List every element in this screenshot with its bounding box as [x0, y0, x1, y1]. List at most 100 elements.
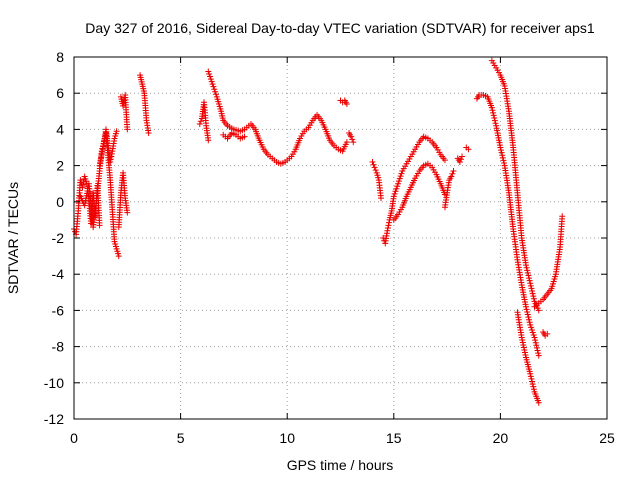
data-point — [499, 152, 506, 159]
data-point — [526, 277, 533, 284]
data-point — [524, 267, 531, 274]
x-tick-label: 15 — [386, 430, 402, 446]
data-point — [207, 76, 214, 83]
data-point — [209, 81, 216, 88]
data-point — [124, 209, 131, 216]
y-tick-label: -6 — [52, 302, 65, 318]
data-point — [99, 149, 106, 156]
data-point — [113, 128, 120, 135]
data-point — [529, 290, 536, 297]
data-point — [526, 275, 533, 282]
data-point — [535, 307, 542, 314]
data-point — [441, 157, 448, 164]
data-point — [448, 173, 455, 180]
x-tick-label: 25 — [599, 430, 615, 446]
data-point — [98, 154, 105, 161]
data-point — [465, 146, 472, 153]
data-point — [535, 399, 542, 406]
y-tick-label: 4 — [56, 121, 64, 137]
data-point — [528, 324, 535, 331]
data-point — [394, 183, 401, 190]
data-point — [371, 164, 378, 171]
data-point — [534, 347, 541, 354]
y-tick-labels: -12 -10 -8 -6 -4 -2 0 2 4 6 8 — [44, 49, 64, 427]
data-point — [107, 158, 114, 165]
data-point — [501, 160, 508, 167]
x-tick-label: 10 — [279, 430, 295, 446]
data-point — [343, 139, 350, 146]
data-point — [450, 168, 457, 175]
data-point — [526, 319, 533, 326]
data-point — [212, 88, 219, 95]
data-point — [369, 158, 376, 165]
data-point — [145, 130, 152, 137]
data-point — [535, 352, 542, 359]
data-point — [457, 156, 464, 163]
data-point — [522, 303, 529, 310]
data-point — [370, 161, 377, 168]
data-point — [96, 222, 103, 229]
data-point — [80, 181, 87, 188]
y-tick-label: 6 — [56, 85, 64, 101]
x-tick-label: 20 — [493, 430, 509, 446]
data-point — [498, 149, 505, 156]
data-point — [527, 370, 534, 377]
data-point — [533, 344, 540, 351]
data-point — [527, 321, 534, 328]
data-point — [99, 146, 106, 153]
data-point — [97, 159, 104, 166]
data-point — [523, 264, 530, 271]
data-point — [378, 195, 385, 202]
data-point — [212, 91, 219, 98]
data-point — [530, 332, 537, 339]
data-point — [490, 109, 497, 116]
data-point — [384, 225, 391, 232]
data-point — [497, 144, 504, 151]
data-point — [490, 112, 497, 119]
data-point — [499, 154, 506, 161]
data-point — [393, 185, 400, 192]
data-point — [348, 133, 355, 140]
x-axis-label: GPS time / hours — [287, 457, 394, 473]
data-point — [535, 350, 542, 357]
data-point — [205, 137, 212, 144]
data-point — [395, 180, 402, 187]
data-points — [71, 57, 566, 406]
data-point — [97, 157, 104, 164]
data-point — [98, 151, 105, 158]
data-point — [527, 280, 534, 287]
data-point — [115, 253, 122, 260]
data-point — [349, 136, 356, 143]
data-point — [524, 269, 531, 276]
data-point — [390, 193, 397, 200]
data-point — [529, 378, 536, 385]
data-point — [528, 375, 535, 382]
data-point — [392, 188, 399, 195]
data-point — [456, 158, 463, 165]
data-point — [395, 178, 402, 185]
y-tick-label: -2 — [52, 230, 65, 246]
data-point — [528, 285, 535, 292]
data-point — [559, 213, 566, 220]
data-point — [522, 262, 529, 269]
data-point — [205, 68, 212, 75]
data-point — [532, 337, 539, 344]
data-point — [96, 162, 103, 169]
data-point — [531, 334, 538, 341]
data-point — [459, 153, 466, 160]
data-point — [208, 78, 215, 85]
data-point — [372, 167, 379, 174]
data-point — [343, 101, 350, 108]
x-tick-labels: 0 5 10 15 20 25 — [70, 430, 615, 446]
data-point — [79, 184, 86, 191]
data-point — [525, 314, 532, 321]
data-point — [391, 190, 398, 197]
data-point — [386, 219, 393, 226]
data-point — [544, 330, 551, 337]
y-tick-label: -12 — [44, 411, 64, 427]
x-tick-label: 0 — [70, 430, 78, 446]
data-point — [107, 156, 114, 163]
data-point — [211, 86, 218, 93]
